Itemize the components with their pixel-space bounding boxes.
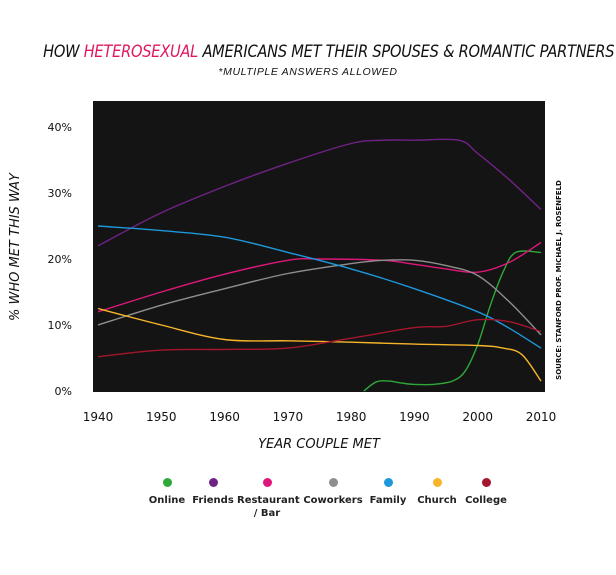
y-tick-label: 40% — [48, 121, 72, 134]
legend-item-friends: Friends — [183, 478, 243, 507]
plot-area — [93, 101, 545, 392]
chart-legend: Online Friends Restaurant / Bar Coworkers Fa… — [149, 478, 520, 528]
legend-swatch — [208, 478, 218, 487]
y-tick-label: 20% — [48, 253, 72, 266]
x-tick-label: 1950 — [146, 410, 177, 424]
title-suffix: AMERICANS MET THEIR SPOUSES & ROMANTIC P… — [198, 42, 615, 62]
x-tick-label: 1970 — [273, 410, 304, 424]
x-tick-label: 2010 — [526, 410, 557, 424]
legend-item-family: Family — [358, 478, 418, 507]
legend-label: Restaurant / Bar — [237, 495, 300, 519]
x-tick-label: 1960 — [209, 410, 240, 424]
source-note: SOURCE: STANFORD PROF. MICHAEL J. ROSENF… — [555, 180, 563, 380]
legend-label: Coworkers — [303, 495, 363, 506]
x-tick-label: 1990 — [399, 410, 430, 424]
x-tick-label: 2000 — [462, 410, 493, 424]
legend-item-college: College — [456, 478, 516, 507]
series-line-online — [363, 250, 542, 392]
x-axis-ticks: 1940 1950 1960 1970 1980 1990 2000 2010 — [83, 410, 557, 424]
legend-swatch — [432, 478, 442, 487]
legend-label: Family — [369, 495, 407, 506]
legend-label: Online — [148, 495, 186, 506]
legend-swatch — [481, 478, 491, 487]
legend-item-church: Church — [407, 478, 467, 507]
legend-swatch — [328, 478, 338, 487]
title-highlight: HETEROSEXUAL — [83, 42, 199, 62]
y-axis-label: % WHO MET THIS WAY — [8, 172, 23, 321]
series-line-friends — [97, 138, 542, 247]
legend-label: College — [465, 495, 507, 506]
series-line-family — [97, 225, 542, 349]
chart-subtitle: *MULTIPLE ANSWERS ALLOWED — [218, 66, 398, 78]
x-axis-label: YEAR COUPLE MET — [258, 437, 381, 452]
legend-item-coworkers: Coworkers — [303, 478, 363, 507]
series-line-coworkers — [97, 259, 542, 336]
legend-swatch — [383, 478, 393, 487]
y-axis-ticks: 0% 10% 20% 30% 40% — [48, 121, 72, 398]
legend-swatch — [262, 478, 272, 487]
chart-title: HOW HETEROSEXUAL AMERICANS MET THEIR SPO… — [43, 42, 614, 62]
y-tick-label: 10% — [48, 319, 72, 332]
legend-label: Friends — [192, 495, 234, 506]
y-tick-label: 30% — [48, 187, 72, 200]
x-tick-label: 1980 — [336, 410, 367, 424]
y-tick-label: 0% — [55, 385, 72, 398]
line-chart: 0% 10% 20% 30% 40% 1940 1950 1960 1970 1980 1990 2… — [8, 101, 563, 452]
legend-swatch — [162, 478, 172, 487]
title-prefix: HOW — [43, 42, 84, 62]
legend-item-restaurant-bar: Restaurant / Bar — [237, 478, 300, 520]
series-line-church — [97, 307, 542, 382]
series-line-college — [97, 318, 542, 358]
series-layer — [97, 138, 542, 392]
legend-label: Church — [417, 495, 457, 506]
legend-item-online: Online — [137, 478, 197, 507]
x-tick-label: 1940 — [83, 410, 114, 424]
